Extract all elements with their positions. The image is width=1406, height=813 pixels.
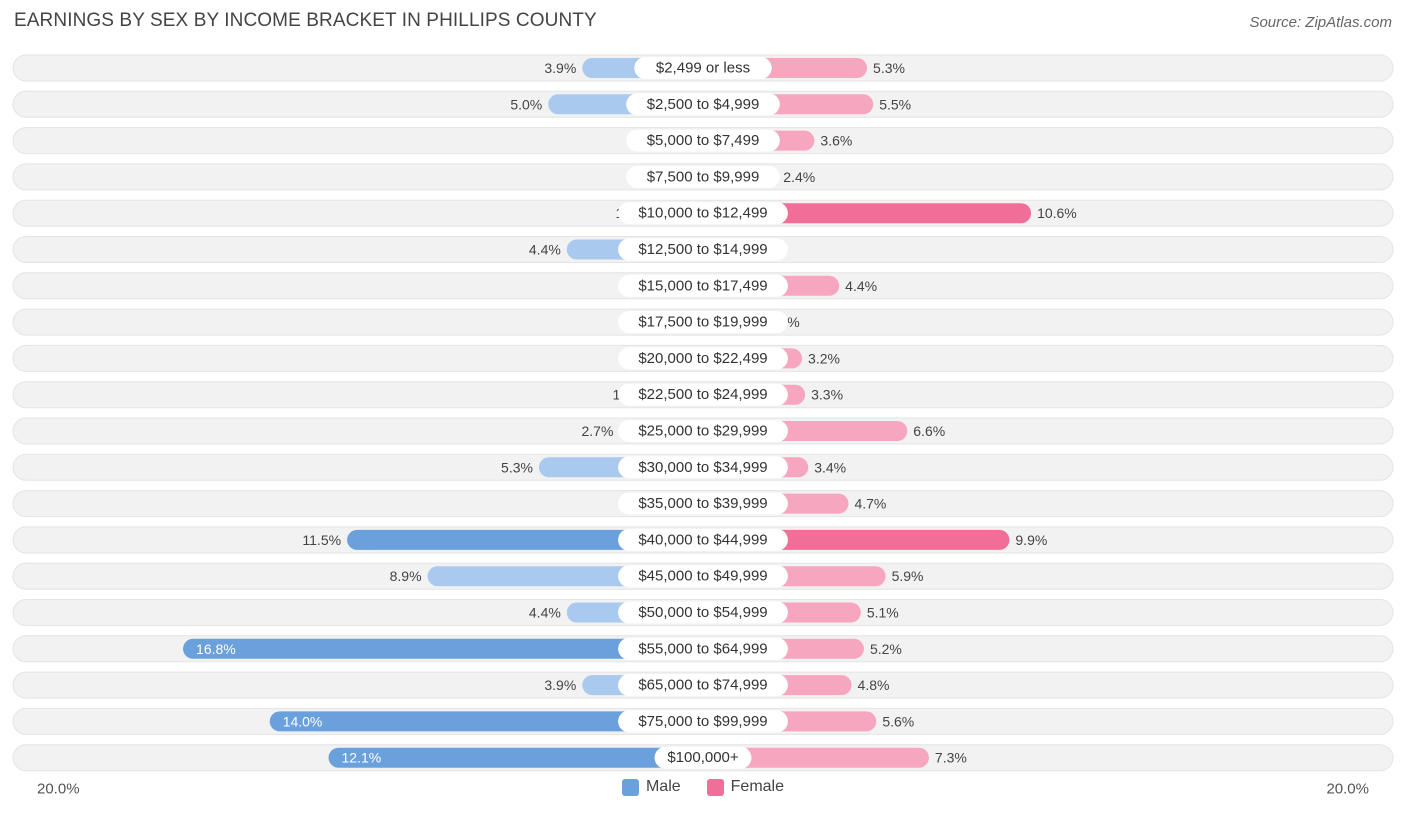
male-value-label: 4.4%: [529, 242, 561, 258]
female-value-label: 5.6%: [882, 713, 914, 729]
legend-swatch-male: [621, 778, 639, 796]
category-pill: [618, 347, 788, 370]
male-value-label: 11.5%: [302, 532, 341, 548]
category-label: $55,000 to $64,999: [638, 640, 767, 657]
male-value-label: 2.7%: [582, 423, 614, 439]
legend-swatch-female: [706, 778, 724, 796]
category-label: $2,499 or less: [656, 60, 750, 77]
category-pill: [626, 129, 780, 152]
category-pill: [618, 492, 788, 515]
category-label: $25,000 to $29,999: [638, 423, 767, 440]
category-label: $22,500 to $24,999: [638, 386, 767, 403]
category-label: $10,000 to $12,499: [638, 205, 767, 222]
female-value-label: 5.9%: [892, 568, 924, 584]
category-label: $12,500 to $14,999: [638, 241, 767, 258]
male-bar: [183, 638, 704, 659]
category-pill: [618, 274, 788, 297]
female-bar: [703, 747, 929, 768]
legend-item-male[interactable]: Male: [621, 778, 681, 796]
category-label: $35,000 to $39,999: [638, 495, 767, 512]
source-credit: Source: ZipAtlas.com: [1249, 14, 1392, 31]
category-label: $20,000 to $22,499: [638, 350, 767, 367]
female-value-label: 5.3%: [873, 60, 905, 76]
category-label: $45,000 to $49,999: [638, 568, 767, 585]
category-pill: [618, 456, 788, 479]
legend-label-male: Male: [645, 778, 681, 795]
category-label: $40,000 to $44,999: [638, 531, 767, 548]
female-value-label: 5.2%: [870, 641, 902, 657]
category-pill: [634, 57, 772, 79]
category-pill: [618, 311, 788, 334]
female-value-label: 3.3%: [811, 387, 843, 403]
category-pill: [626, 165, 780, 188]
legend-label-female: Female: [730, 778, 785, 795]
category-pill: [618, 565, 788, 588]
female-value-label: 5.5%: [879, 96, 911, 112]
female-value-label: 5.1%: [867, 605, 899, 621]
category-label: $5,000 to $7,499: [647, 132, 760, 149]
male-value-label: 8.9%: [390, 568, 422, 584]
female-value-label: 6.6%: [913, 423, 945, 439]
category-label: $17,500 to $19,999: [638, 314, 767, 331]
male-value-label: 3.9%: [544, 677, 576, 693]
category-pill: [618, 674, 788, 697]
category-pill: [618, 528, 788, 551]
female-value-label: 3.2%: [808, 350, 840, 366]
chart-title: EARNINGS BY SEX BY INCOME BRACKET IN PHI…: [14, 10, 597, 31]
category-pill: [626, 93, 780, 116]
axis-label-right: 20.0%: [1326, 781, 1369, 798]
male-value-label: 16.8%: [196, 641, 236, 657]
female-value-label: 9.9%: [1015, 532, 1047, 548]
category-label: $2,500 to $4,999: [647, 96, 760, 113]
category-label: $15,000 to $17,499: [638, 277, 767, 294]
female-value-label: 4.8%: [858, 677, 890, 693]
category-label: $75,000 to $99,999: [638, 713, 767, 730]
category-label: $30,000 to $34,999: [638, 459, 767, 476]
male-value-label: 4.4%: [529, 605, 561, 621]
category-pill: [654, 746, 752, 769]
female-value-label: 7.3%: [935, 750, 967, 766]
male-bar: [347, 529, 703, 550]
male-bar: [328, 747, 703, 768]
category-label: $100,000+: [667, 749, 739, 766]
female-value-label: 3.6%: [820, 133, 852, 149]
category-label: $65,000 to $74,999: [638, 677, 767, 694]
legend-item-female[interactable]: Female: [706, 778, 785, 796]
category-pill: [618, 383, 788, 406]
category-pill: [618, 710, 788, 733]
male-value-label: 5.3%: [501, 459, 533, 475]
category-pill: [618, 420, 788, 442]
male-value-label: 3.9%: [544, 60, 576, 76]
male-bar: [269, 711, 703, 732]
category-pill: [618, 202, 788, 225]
category-pill: [618, 238, 788, 261]
female-value-label: 4.7%: [854, 496, 886, 512]
female-value-label: 2.4%: [783, 169, 815, 185]
male-value-label: 12.1%: [342, 750, 382, 766]
legend: Male Female: [0, 778, 1406, 796]
category-pill: [618, 601, 788, 624]
female-value-label: 4.4%: [845, 278, 877, 294]
male-value-label: 5.0%: [510, 96, 542, 112]
category-label: $7,500 to $9,999: [647, 168, 760, 185]
female-value-label: 10.6%: [1037, 205, 1077, 221]
category-pill: [618, 637, 788, 660]
male-value-label: 14.0%: [283, 713, 323, 729]
category-label: $50,000 to $54,999: [638, 604, 767, 621]
female-value-label: 3.4%: [814, 459, 846, 475]
axis-label-left: 20.0%: [37, 781, 80, 798]
